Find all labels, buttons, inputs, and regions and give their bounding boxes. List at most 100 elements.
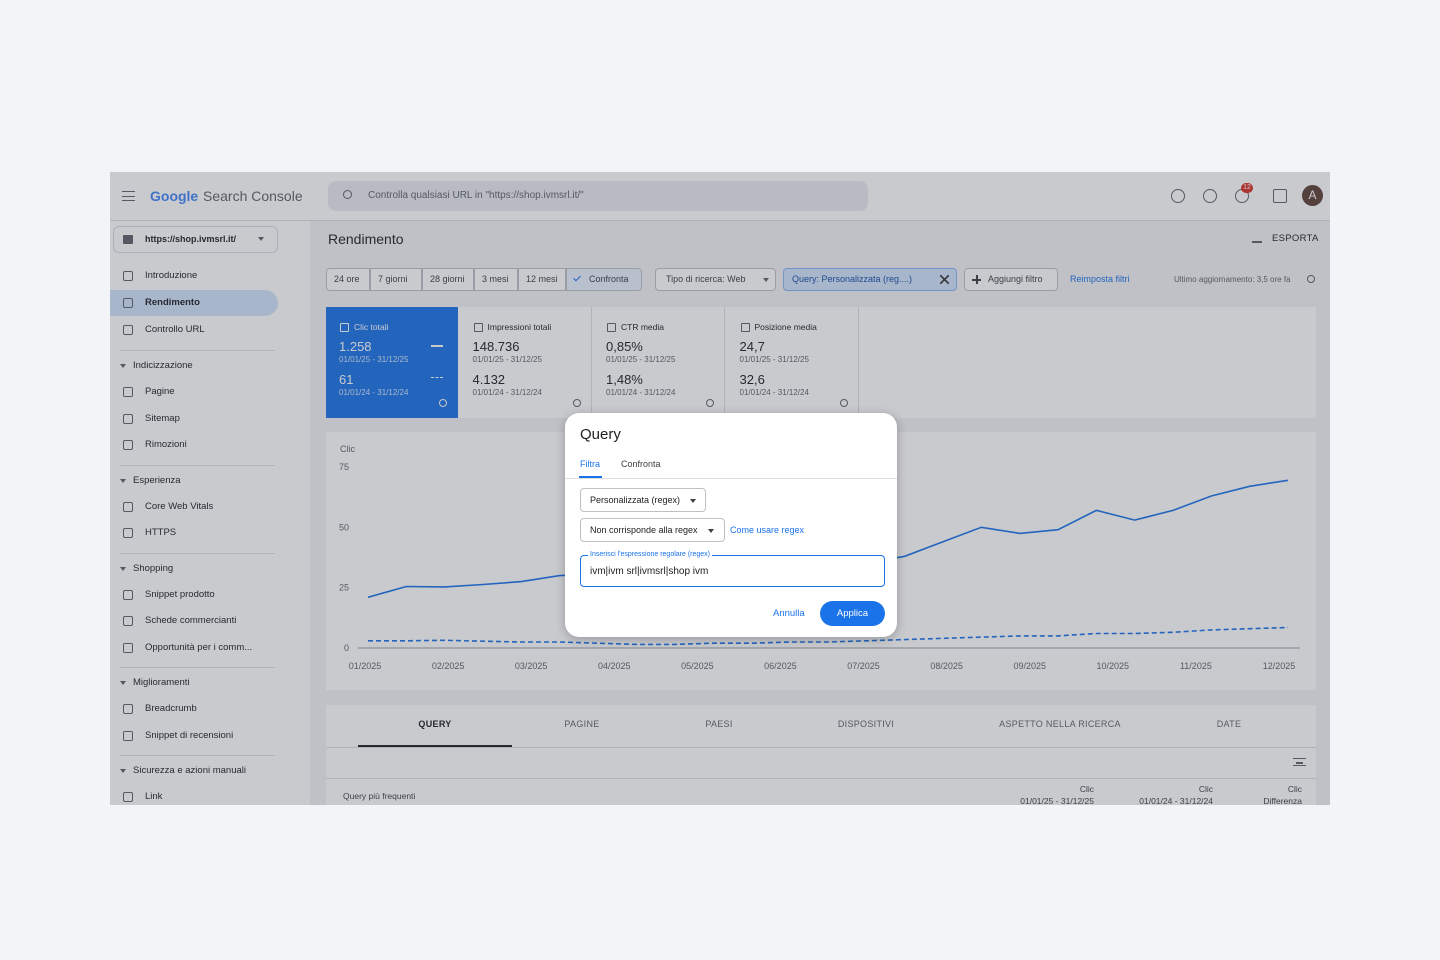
filter-chip[interactable]: [964, 268, 1058, 291]
metric-compare-range: 01/01/24 - 31/12/24: [339, 388, 409, 397]
apply-button[interactable]: Applica: [820, 601, 885, 626]
nav-icon: [123, 271, 133, 281]
y-tick-label: 75: [339, 462, 349, 472]
nav-item[interactable]: Opportunità per i comm...: [145, 641, 253, 653]
x-tick-label: 03/2025: [515, 661, 548, 671]
regex-input[interactable]: [580, 555, 885, 587]
nav-icon: [123, 792, 133, 802]
nav-item[interactable]: Rimozioni: [145, 439, 187, 450]
nav-item[interactable]: Snippet prodotto: [145, 588, 215, 600]
checkbox: [340, 323, 349, 332]
nav-item[interactable]: Controllo URL: [145, 324, 205, 335]
nav-item[interactable]: Pagine: [145, 386, 175, 397]
x-tick-label: 04/2025: [598, 661, 631, 671]
nav-section[interactable]: Miglioramenti: [133, 677, 190, 688]
table-tab[interactable]: DATE: [1216, 719, 1242, 729]
date-chip[interactable]: [370, 268, 422, 291]
select[interactable]: [580, 518, 725, 542]
nav-item[interactable]: Sitemap: [145, 412, 180, 424]
filter-chip[interactable]: [783, 268, 957, 291]
page-title: Rendimento: [328, 231, 404, 247]
date-chip[interactable]: [422, 268, 474, 291]
section-caret: [120, 364, 126, 368]
table-card: [326, 705, 1316, 805]
nav-separator: [120, 552, 275, 554]
section-caret: [120, 566, 126, 571]
dropdown-caret: [763, 278, 769, 282]
table-tab[interactable]: DISPOSITIVI: [837, 719, 895, 729]
filter-chip[interactable]: [655, 268, 776, 291]
metric-range: 01/01/25 - 31/12/25: [472, 355, 542, 364]
header-icon[interactable]: [1171, 189, 1185, 203]
nav-icon: [123, 642, 133, 653]
dialog-divider: [565, 478, 897, 479]
dialog-title: Query: [580, 426, 621, 443]
nav-icon: [123, 730, 133, 741]
dropdown-caret: [258, 237, 264, 241]
date-chip[interactable]: [518, 268, 566, 291]
nav-item[interactable]: HTTPS: [145, 527, 177, 538]
y-axis-label: Clic: [340, 444, 355, 454]
y-tick-label: 50: [339, 522, 349, 532]
logo: Google: [150, 188, 199, 204]
add-filter-label: Aggiungi filtro: [988, 274, 1043, 284]
notification-badge: 12: [1241, 183, 1253, 193]
row-divider: [326, 778, 1316, 779]
dialog-tab[interactable]: Filtra: [580, 459, 600, 469]
header-icon[interactable]: [1203, 189, 1217, 203]
date-chip[interactable]: [326, 268, 370, 291]
table-tab[interactable]: PAESI: [705, 719, 733, 729]
section-caret: [120, 478, 126, 483]
table-tab[interactable]: PAGINE: [564, 719, 600, 729]
x-tick-label: 10/2025: [1097, 661, 1130, 671]
filter-icon[interactable]: [1293, 758, 1306, 766]
nav-item[interactable]: Breadcrumb: [145, 703, 197, 714]
column-range: 01/01/24 - 31/12/24: [1139, 796, 1213, 806]
select[interactable]: [580, 488, 706, 512]
avatar[interactable]: A: [1302, 185, 1323, 206]
nav-item[interactable]: Schede commercianti: [145, 615, 237, 626]
nav-item[interactable]: Link: [145, 791, 163, 802]
metric-label: CTR media: [621, 322, 664, 332]
x-tick-label: 08/2025: [930, 661, 963, 671]
select-value: Non corrisponde alla regex: [590, 525, 698, 535]
nav-item[interactable]: Introduzione: [145, 270, 198, 281]
menu-icon[interactable]: [122, 191, 135, 201]
column-metric: Clic: [1287, 784, 1302, 794]
table-tab[interactable]: ASPETTO NELLA RICERCA: [999, 719, 1121, 729]
nav-icon: [123, 589, 133, 600]
help-icon: [439, 399, 447, 407]
export-button[interactable]: ESPORTA: [1272, 233, 1319, 244]
help-icon: [572, 399, 581, 407]
property-selector[interactable]: [113, 226, 278, 253]
reset-filters[interactable]: Reimposta filtri: [1070, 274, 1130, 284]
dialog: [565, 413, 897, 637]
column-range: 01/01/25 - 31/12/25: [1020, 796, 1094, 806]
dialog-tab-underline: [579, 476, 602, 478]
nav-section[interactable]: Sicurezza e azioni manuali: [133, 765, 247, 776]
dialog-tab[interactable]: Confronta: [621, 459, 661, 469]
header-icon[interactable]: [1273, 189, 1287, 203]
select-value: Personalizzata (regex): [590, 495, 681, 505]
nav-section[interactable]: Indicizzazione: [133, 360, 193, 371]
date-chip[interactable]: [474, 268, 518, 291]
nav-item[interactable]: Core Web Vitals: [145, 500, 214, 512]
date-chip[interactable]: [566, 268, 642, 291]
x-tick-label: 06/2025: [764, 661, 797, 671]
nav-section[interactable]: Shopping: [133, 562, 174, 574]
help-link[interactable]: Come usare regex: [730, 525, 805, 535]
date-chip-label: 24 ore: [334, 274, 360, 284]
nav-separator: [120, 464, 275, 466]
remove-icon[interactable]: [940, 275, 949, 284]
search-box[interactable]: [328, 181, 868, 211]
table-tab[interactable]: QUERY: [418, 719, 452, 729]
checkbox: [740, 323, 750, 332]
x-tick-label: 01/2025: [349, 661, 382, 671]
nav-section[interactable]: Esperienza: [133, 474, 181, 486]
nav-item[interactable]: Rendimento: [145, 297, 200, 308]
nav-icon: [123, 704, 133, 714]
cancel-button[interactable]: Annulla: [773, 608, 805, 619]
metric-compare-range: 01/01/24 - 31/12/24: [472, 388, 542, 397]
nav-item[interactable]: Snippet di recensioni: [145, 729, 234, 741]
